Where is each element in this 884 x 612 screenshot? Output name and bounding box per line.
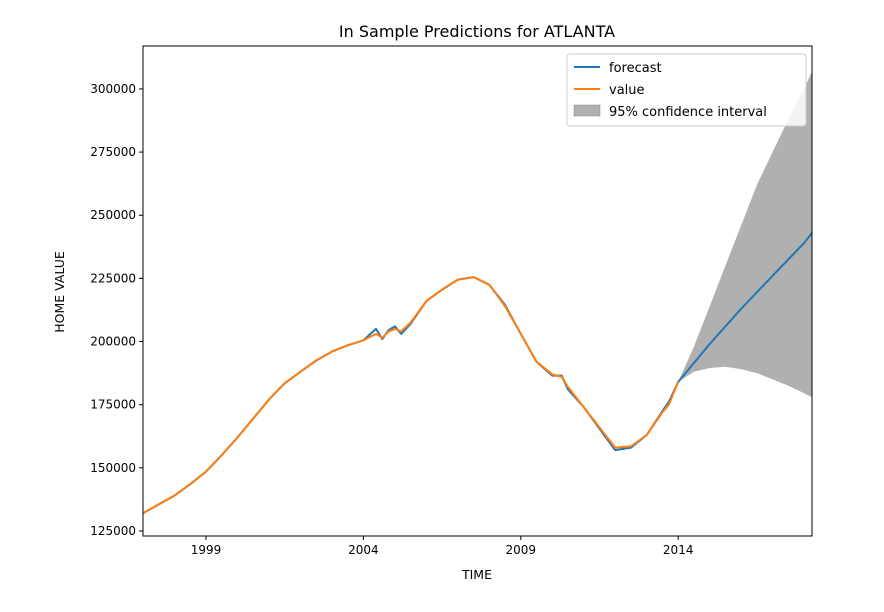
y-axis-label: HOME VALUE [52, 251, 67, 333]
y-tick-label: 200000 [90, 335, 136, 349]
y-tick-label: 150000 [90, 461, 136, 475]
y-tick-label: 300000 [90, 82, 136, 96]
y-tick-label: 225000 [90, 271, 136, 285]
x-tick-label: 1999 [191, 543, 222, 557]
x-axis-label: TIME [461, 567, 492, 582]
value-series-line [143, 276, 680, 515]
plot-frame [142, 45, 813, 537]
y-tick-label: 175000 [90, 398, 136, 412]
x-tick-label: 2009 [506, 543, 537, 557]
confidence-interval-band [678, 71, 812, 398]
legend-box [566, 53, 807, 127]
forecast-series-line [143, 232, 812, 515]
x-tick-label: 2004 [348, 543, 379, 557]
y-tick-label: 250000 [90, 208, 136, 222]
plot-area: 1999 2004 2009 2014 125000 150000 175000 200000… [90, 45, 813, 557]
x-tick-label: 2014 [663, 543, 694, 557]
legend-swatch-confidence-interval [573, 104, 601, 117]
legend-label: forecast [609, 61, 662, 76]
y-tick-label: 125000 [90, 524, 136, 538]
y-tick-label: 275000 [90, 145, 136, 159]
legend-label: value [609, 83, 645, 98]
legend-label: 95% confidence interval [609, 105, 767, 120]
chart-title: In Sample Predictions for ATLANTA [339, 22, 615, 41]
